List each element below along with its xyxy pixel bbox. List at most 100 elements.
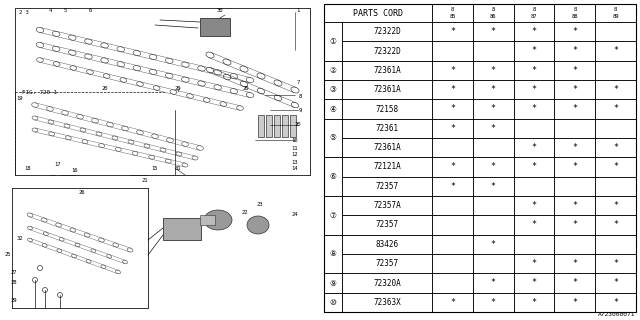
Bar [324, 119, 342, 157]
Text: *: * [613, 163, 618, 172]
Text: 5: 5 [63, 7, 67, 12]
Bar [514, 293, 554, 312]
Text: 20: 20 [243, 85, 249, 91]
Text: 8: 8 [532, 6, 536, 12]
Bar [432, 119, 473, 138]
Text: 8: 8 [492, 6, 495, 12]
Bar [342, 119, 432, 138]
Text: 83426: 83426 [376, 240, 399, 249]
Text: 17: 17 [55, 163, 61, 167]
Text: 11: 11 [292, 146, 298, 150]
Text: *: * [613, 143, 618, 152]
Text: 72357: 72357 [376, 182, 399, 191]
Bar [432, 4, 473, 22]
Text: 72361A: 72361A [373, 66, 401, 75]
Bar [595, 273, 636, 293]
Bar [274, 115, 280, 137]
Bar [324, 293, 342, 312]
Text: *: * [572, 220, 577, 229]
Bar [432, 196, 473, 215]
Text: 7: 7 [296, 79, 300, 84]
Text: 32: 32 [17, 236, 23, 241]
Bar [324, 157, 342, 196]
Text: 72357: 72357 [376, 259, 399, 268]
Bar [595, 254, 636, 273]
Text: *: * [491, 278, 496, 287]
Bar [324, 273, 342, 293]
Text: *: * [531, 66, 536, 75]
Bar [473, 196, 514, 215]
Bar [473, 273, 514, 293]
Bar [514, 215, 554, 235]
Text: 72322D: 72322D [373, 46, 401, 55]
Bar [432, 99, 473, 119]
Bar [514, 80, 554, 99]
Text: 4: 4 [49, 7, 52, 12]
Bar [514, 4, 554, 22]
Bar [473, 215, 514, 235]
Bar [473, 22, 514, 41]
Bar [554, 22, 595, 41]
Bar [200, 215, 215, 225]
Text: *: * [572, 298, 577, 307]
Bar [514, 61, 554, 80]
Text: *: * [613, 201, 618, 210]
Bar [554, 138, 595, 157]
Bar [595, 157, 636, 177]
Text: *: * [450, 27, 455, 36]
Bar [554, 61, 595, 80]
Bar [514, 41, 554, 61]
Text: 31: 31 [175, 165, 181, 171]
Text: 72357A: 72357A [373, 201, 401, 210]
Text: 27: 27 [11, 269, 17, 275]
Text: 20: 20 [102, 85, 108, 91]
Text: *: * [613, 105, 618, 114]
Bar [554, 215, 595, 235]
Text: 8: 8 [614, 6, 617, 12]
Text: ②: ② [330, 66, 337, 75]
Bar [432, 138, 473, 157]
Text: *: * [491, 124, 496, 133]
Bar [163, 218, 201, 240]
Text: *: * [531, 46, 536, 55]
Text: 22: 22 [242, 210, 248, 214]
Text: *: * [613, 46, 618, 55]
Text: *: * [491, 163, 496, 172]
Bar [473, 157, 514, 177]
Text: 18: 18 [25, 165, 31, 171]
Text: ⑦: ⑦ [330, 211, 337, 220]
Text: 13: 13 [292, 159, 298, 164]
Text: 14: 14 [292, 166, 298, 172]
Bar [282, 115, 288, 137]
Bar [473, 99, 514, 119]
Text: 30: 30 [217, 7, 223, 12]
Text: *: * [531, 220, 536, 229]
Text: 1: 1 [296, 7, 300, 12]
Text: 72320A: 72320A [373, 278, 401, 287]
Bar [554, 80, 595, 99]
Bar [432, 157, 473, 177]
Bar [290, 115, 296, 137]
Bar [514, 99, 554, 119]
Bar [554, 157, 595, 177]
Bar [324, 4, 432, 22]
Text: 23: 23 [257, 203, 263, 207]
Bar [554, 254, 595, 273]
Text: 16: 16 [72, 167, 78, 172]
Text: *: * [572, 66, 577, 75]
Text: 87: 87 [531, 14, 537, 20]
Ellipse shape [247, 216, 269, 234]
Text: 9: 9 [298, 108, 301, 113]
Bar [514, 157, 554, 177]
Bar [554, 177, 595, 196]
Text: 28: 28 [11, 279, 17, 284]
Text: *: * [491, 66, 496, 75]
Text: *: * [572, 278, 577, 287]
Bar [258, 115, 264, 137]
Text: *: * [531, 298, 536, 307]
Bar [595, 215, 636, 235]
Text: *: * [491, 105, 496, 114]
Bar [514, 254, 554, 273]
Bar [342, 273, 432, 293]
Text: A723000071: A723000071 [598, 312, 635, 317]
